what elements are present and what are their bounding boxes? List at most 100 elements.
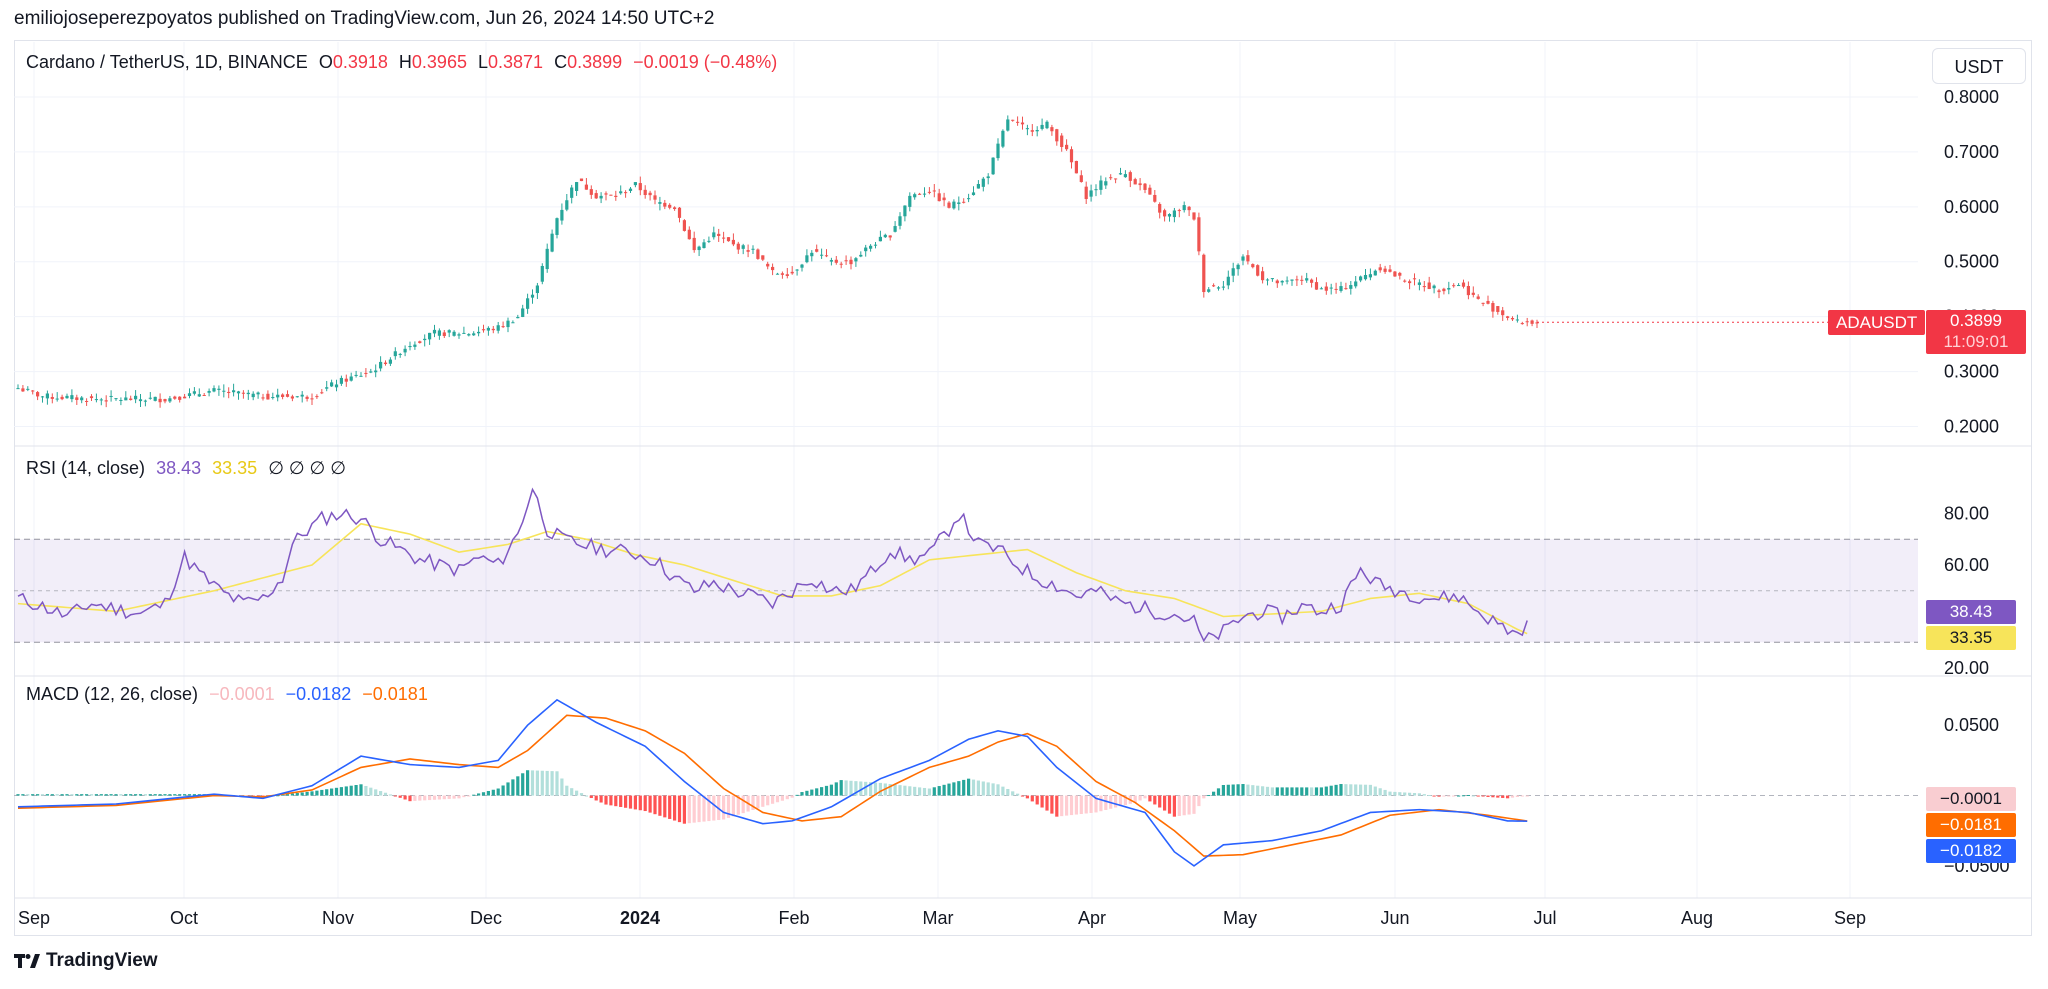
macd-histogram-bar <box>1167 795 1172 814</box>
candle-body <box>369 371 373 373</box>
macd-histogram-bar <box>168 794 172 796</box>
candle-body <box>712 232 716 238</box>
candle-body <box>1261 271 1265 281</box>
candle-body <box>251 393 255 398</box>
candle-body <box>1496 306 1500 312</box>
candle-body <box>1398 272 1402 276</box>
macd-histogram-bar <box>1363 784 1368 796</box>
price-axis-label: 0.6000 <box>1944 197 1999 217</box>
macd-histogram-bar <box>829 784 833 796</box>
candle-body <box>1045 121 1049 129</box>
candle-body <box>187 393 192 397</box>
x-tick-label: Mar <box>923 908 954 928</box>
macd-histogram-bar <box>1422 794 1426 796</box>
macd-histogram-bar <box>481 792 486 796</box>
symbol-title[interactable]: Cardano / TetherUS, 1D, BINANCE <box>26 52 308 72</box>
macd-histogram-bar <box>354 785 358 796</box>
x-tick-label: Nov <box>322 908 354 928</box>
candle-body <box>354 374 358 376</box>
candle-body <box>153 396 157 401</box>
macd-histogram-bar <box>560 778 564 796</box>
macd-histogram-bar <box>192 794 196 796</box>
candle-body <box>138 399 143 402</box>
candle-body <box>908 195 912 207</box>
candle-body <box>545 248 549 270</box>
candle-body <box>1457 285 1461 287</box>
macd-histogram-bar <box>114 794 118 796</box>
candle-body <box>236 391 241 394</box>
candle-body <box>1128 172 1132 181</box>
candle-body <box>496 325 500 331</box>
candle-body <box>1231 268 1235 276</box>
candle-body <box>1535 322 1539 324</box>
candle-body <box>403 348 407 353</box>
candle-body <box>383 362 388 365</box>
candle-body <box>746 250 750 252</box>
candle-body <box>922 193 927 195</box>
candle-body <box>1359 276 1363 281</box>
macd-histogram-bar <box>736 795 740 815</box>
candle-body <box>486 327 490 331</box>
macd-histogram-bar <box>579 793 584 796</box>
macd-histogram-bar <box>790 795 794 798</box>
macd-histogram-bar <box>1143 795 1147 799</box>
macd-histogram-bar <box>36 794 40 796</box>
candle-body <box>501 326 505 328</box>
macd-histogram-bar <box>178 794 182 796</box>
candle-body <box>589 189 593 195</box>
macd-histogram-bar <box>315 790 319 796</box>
macd-histogram-bar <box>898 785 902 796</box>
macd-histogram-bar <box>1305 787 1309 796</box>
candle-body <box>55 398 59 400</box>
candle-body <box>628 188 633 191</box>
candle-body <box>1349 285 1353 289</box>
macd-histogram-bar <box>722 795 726 820</box>
currency-button[interactable]: USDT <box>1932 48 2026 84</box>
candle-body <box>374 370 378 373</box>
macd-histogram-bar <box>1084 795 1088 814</box>
macd-histogram-bar <box>472 794 476 796</box>
macd-histogram-bar <box>1339 784 1343 796</box>
candle-body <box>1339 286 1343 291</box>
candle-body <box>295 396 299 398</box>
rsi-title[interactable]: RSI (14, close) <box>26 458 146 478</box>
macd-histogram-bar <box>486 790 490 796</box>
candle-body <box>300 394 304 397</box>
macd-histogram-bar <box>785 795 789 800</box>
macd-title[interactable]: MACD (12, 26, close) <box>26 684 199 704</box>
macd-histogram-bar <box>1314 787 1319 796</box>
macd-histogram-bar <box>570 788 574 796</box>
candle-body <box>697 246 701 251</box>
candle-body <box>1520 323 1524 325</box>
candle-body <box>1383 268 1387 272</box>
candle-body <box>65 395 69 399</box>
macd-histogram-bar <box>707 795 711 822</box>
x-tick-label: Oct <box>170 908 198 928</box>
candle-body <box>535 285 539 294</box>
tradingview-logo[interactable]: TradingView <box>14 950 158 972</box>
price-legend: Cardano / TetherUS, 1D, BINANCE O0.3918 … <box>26 52 783 73</box>
candle-body <box>212 388 216 392</box>
candle-body <box>1427 282 1431 290</box>
tradingview-logo-icon <box>14 953 40 969</box>
candle-body <box>1354 281 1358 287</box>
candle-body <box>932 190 936 192</box>
candle-body <box>1187 206 1191 211</box>
candle-body <box>80 397 84 401</box>
candle-body <box>575 182 579 191</box>
macd-histogram-bar <box>511 779 515 796</box>
macd-histogram-bar <box>379 791 383 796</box>
candle-body <box>540 265 544 282</box>
macd-histogram-bar <box>310 791 314 796</box>
candle-body <box>638 183 642 191</box>
rsi-extras: ∅ ∅ ∅ ∅ <box>268 458 346 478</box>
macd-histogram-bar <box>668 795 672 819</box>
candle-body <box>1030 130 1034 132</box>
candle-body <box>653 195 657 200</box>
macd-histogram-bar <box>1133 795 1137 803</box>
candle-body <box>344 378 348 382</box>
macd-histogram-bar <box>1442 795 1446 797</box>
macd-histogram-bar <box>1501 795 1505 798</box>
candle-body <box>1471 292 1475 295</box>
